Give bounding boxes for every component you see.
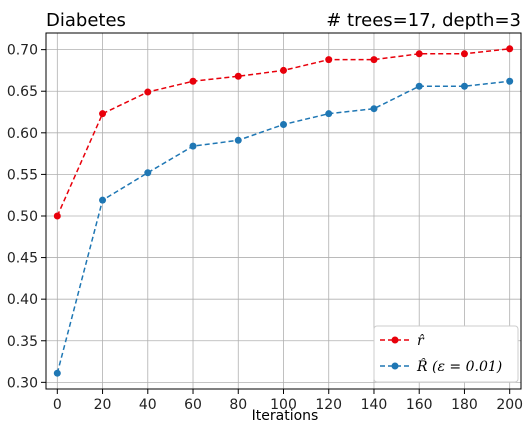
- data-point-0: [234, 72, 242, 80]
- y-tick-label: 0.55: [7, 167, 38, 183]
- data-point-0: [144, 88, 152, 96]
- y-tick-label: 0.60: [7, 126, 38, 142]
- data-point-0: [460, 50, 468, 58]
- data-point-1: [370, 105, 378, 113]
- x-tick-label: 60: [184, 397, 202, 413]
- legend-label-R-hat: R̂ (ε = 0.01): [416, 357, 502, 375]
- data-point-0: [280, 66, 287, 74]
- data-point-0: [415, 50, 423, 58]
- y-tick-label: 0.35: [7, 334, 38, 350]
- x-axis-label: Iterations: [252, 408, 319, 424]
- data-point-1: [325, 110, 333, 118]
- chart-title-right: # trees=17, depth=3: [326, 10, 521, 31]
- x-tick-label: 160: [406, 397, 433, 413]
- data-point-1: [189, 142, 197, 150]
- data-point-1: [280, 120, 287, 128]
- x-tick-label: 40: [139, 397, 157, 413]
- y-tick-label: 0.50: [7, 209, 38, 225]
- plot-area: [53, 45, 514, 377]
- data-point-1: [144, 169, 152, 177]
- x-tick-label: 100: [270, 397, 297, 413]
- x-tick-label: 80: [229, 397, 247, 413]
- y-tick-label: 0.40: [7, 292, 38, 308]
- x-tick-label: 20: [94, 397, 112, 413]
- data-point-0: [506, 45, 514, 53]
- legend-marker-R-hat: [391, 362, 399, 370]
- axis-ticks: 0 20 40 60 80 100 120 140 160 180 200 0.30 0.35 0.40 0…: [7, 43, 523, 413]
- legend-label-r-hat: r̂: [417, 333, 425, 349]
- legend: r̂ R̂ (ε = 0.01): [373, 325, 519, 383]
- y-tick-label: 0.30: [7, 375, 38, 391]
- data-point-1: [415, 82, 423, 90]
- data-point-0: [370, 56, 378, 64]
- data-point-1: [53, 369, 61, 377]
- data-point-0: [53, 212, 61, 220]
- x-tick-label: 200: [496, 397, 523, 413]
- legend-marker-r-hat: [391, 336, 399, 344]
- data-point-1: [506, 77, 514, 85]
- y-tick-label: 0.70: [7, 43, 38, 59]
- y-tick-label: 0.65: [7, 84, 38, 100]
- chart-title-left: Diabetes: [46, 10, 126, 31]
- data-point-0: [325, 56, 333, 64]
- x-tick-label: 120: [315, 397, 342, 413]
- plot-frame: [45, 32, 522, 390]
- data-point-0: [99, 110, 107, 118]
- y-tick-label: 0.45: [7, 251, 38, 267]
- x-tick-label: 180: [451, 397, 478, 413]
- data-point-1: [99, 196, 107, 204]
- data-point-1: [460, 82, 468, 90]
- x-tick-label: 140: [361, 397, 388, 413]
- x-tick-label: 0: [53, 397, 62, 413]
- data-point-0: [189, 77, 197, 85]
- data-point-1: [234, 136, 242, 144]
- legend-box: [373, 325, 519, 383]
